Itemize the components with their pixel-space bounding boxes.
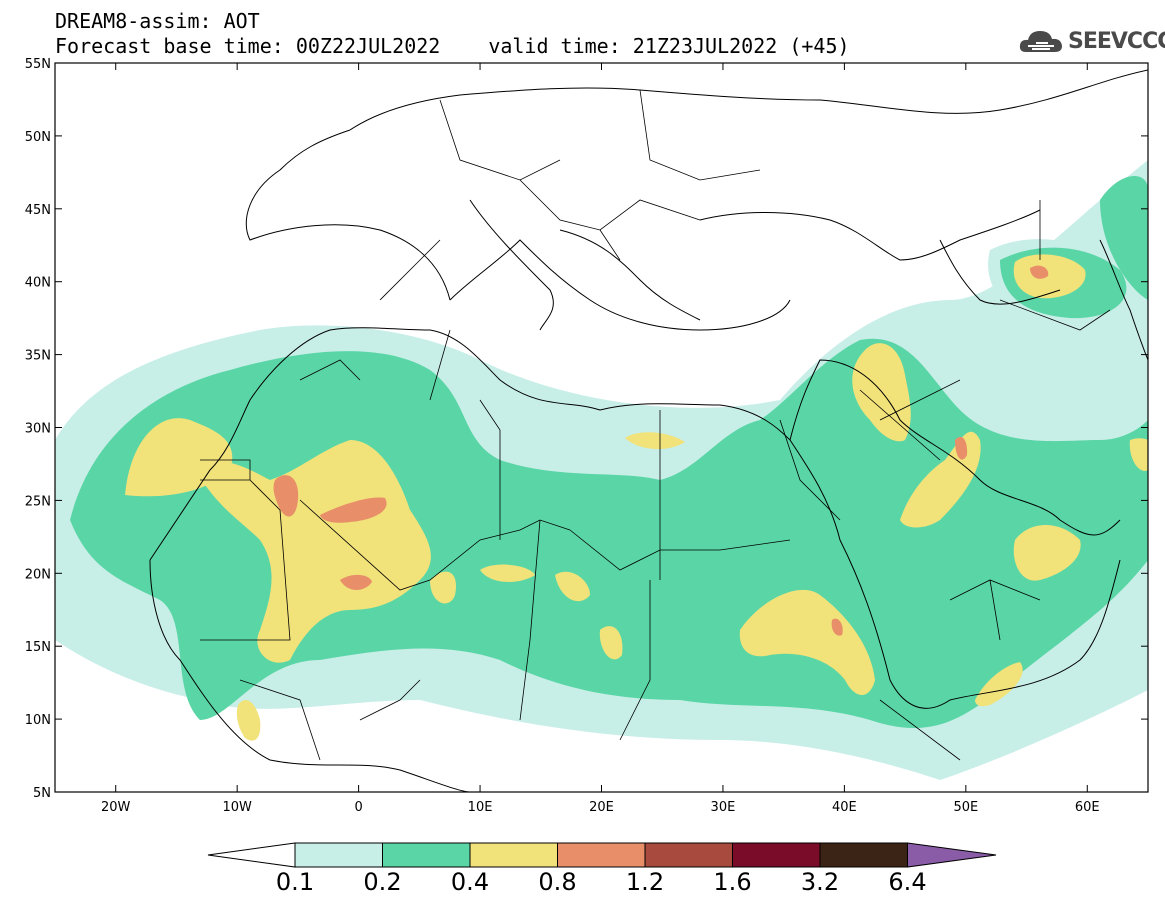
lat-tick-label: 20N [25, 567, 51, 582]
colorbar-under-arrow [207, 842, 296, 868]
colorbar-label: 1.6 [713, 868, 752, 896]
lon-tick-label: 60E [1075, 800, 1100, 815]
lon-tick-label: 50E [953, 800, 978, 815]
lat-tick-label: 15N [25, 640, 51, 655]
lat-tick-label: 5N [33, 786, 51, 801]
map-title: DREAM8-assim: AOT [55, 9, 260, 33]
colorbar-segment [294, 842, 383, 868]
lon-tick-label: 10E [468, 800, 493, 815]
colorbar-segment [819, 842, 908, 868]
colorbar-label: 0.1 [275, 868, 315, 896]
colorbar-over-arrow [907, 842, 997, 868]
colorbar-segment [732, 842, 821, 868]
valid-time: valid time: 21Z23JUL2022 (+45) [488, 34, 850, 58]
lat-tick-label: 30N [25, 422, 51, 437]
lat-tick-label: 35N [25, 349, 51, 364]
seevccc-logo: SEEVCCC [1018, 26, 1165, 56]
colorbar-label: 3.2 [800, 868, 840, 896]
aot-field [55, 160, 1148, 780]
lon-tick-label: 20W [101, 800, 131, 815]
aot-level-0-8 [273, 265, 1049, 636]
coastlines [149, 69, 1148, 792]
colorbar-segment [644, 842, 733, 868]
forecast-base-time: Forecast base time: 00Z22JUL2022 [55, 34, 441, 58]
colorbar-label: 0.4 [450, 868, 490, 896]
lat-tick-label: 10N [25, 713, 51, 728]
lat-tick-label: 40N [25, 276, 51, 291]
colorbar-label: 6.4 [888, 868, 927, 896]
borders [200, 89, 1111, 761]
lat-tick-label: 50N [25, 130, 51, 145]
lon-tick-label: 10W [222, 800, 252, 815]
colorbar-label: 1.2 [625, 868, 665, 896]
cloud-icon [1019, 31, 1062, 52]
colorbar-label: 0.2 [363, 868, 402, 896]
lat-tick-label: 25N [25, 494, 51, 509]
lon-tick-label: 0 [354, 800, 362, 815]
lon-tick-label: 30E [711, 800, 736, 815]
colorbar-segment [382, 842, 471, 868]
colorbar-segment [557, 842, 646, 868]
colorbar-label: 0.8 [538, 868, 577, 896]
map-subtitle: Forecast base time: 00Z22JUL2022 valid ti… [55, 35, 850, 57]
axis-ticks: 5N 10N 15N 20N 25N 30N 35N 40N 45N 50N 55N 20W 10W 0 1… [25, 57, 1148, 815]
colorbar-segment [469, 842, 558, 868]
lat-tick-label: 55N [25, 57, 51, 72]
lon-tick-label: 20E [589, 800, 614, 815]
colorbar [207, 842, 997, 868]
logo-text: SEEVCCC [1068, 29, 1165, 54]
lon-tick-label: 40E [832, 800, 857, 815]
lat-tick-label: 45N [25, 203, 51, 218]
